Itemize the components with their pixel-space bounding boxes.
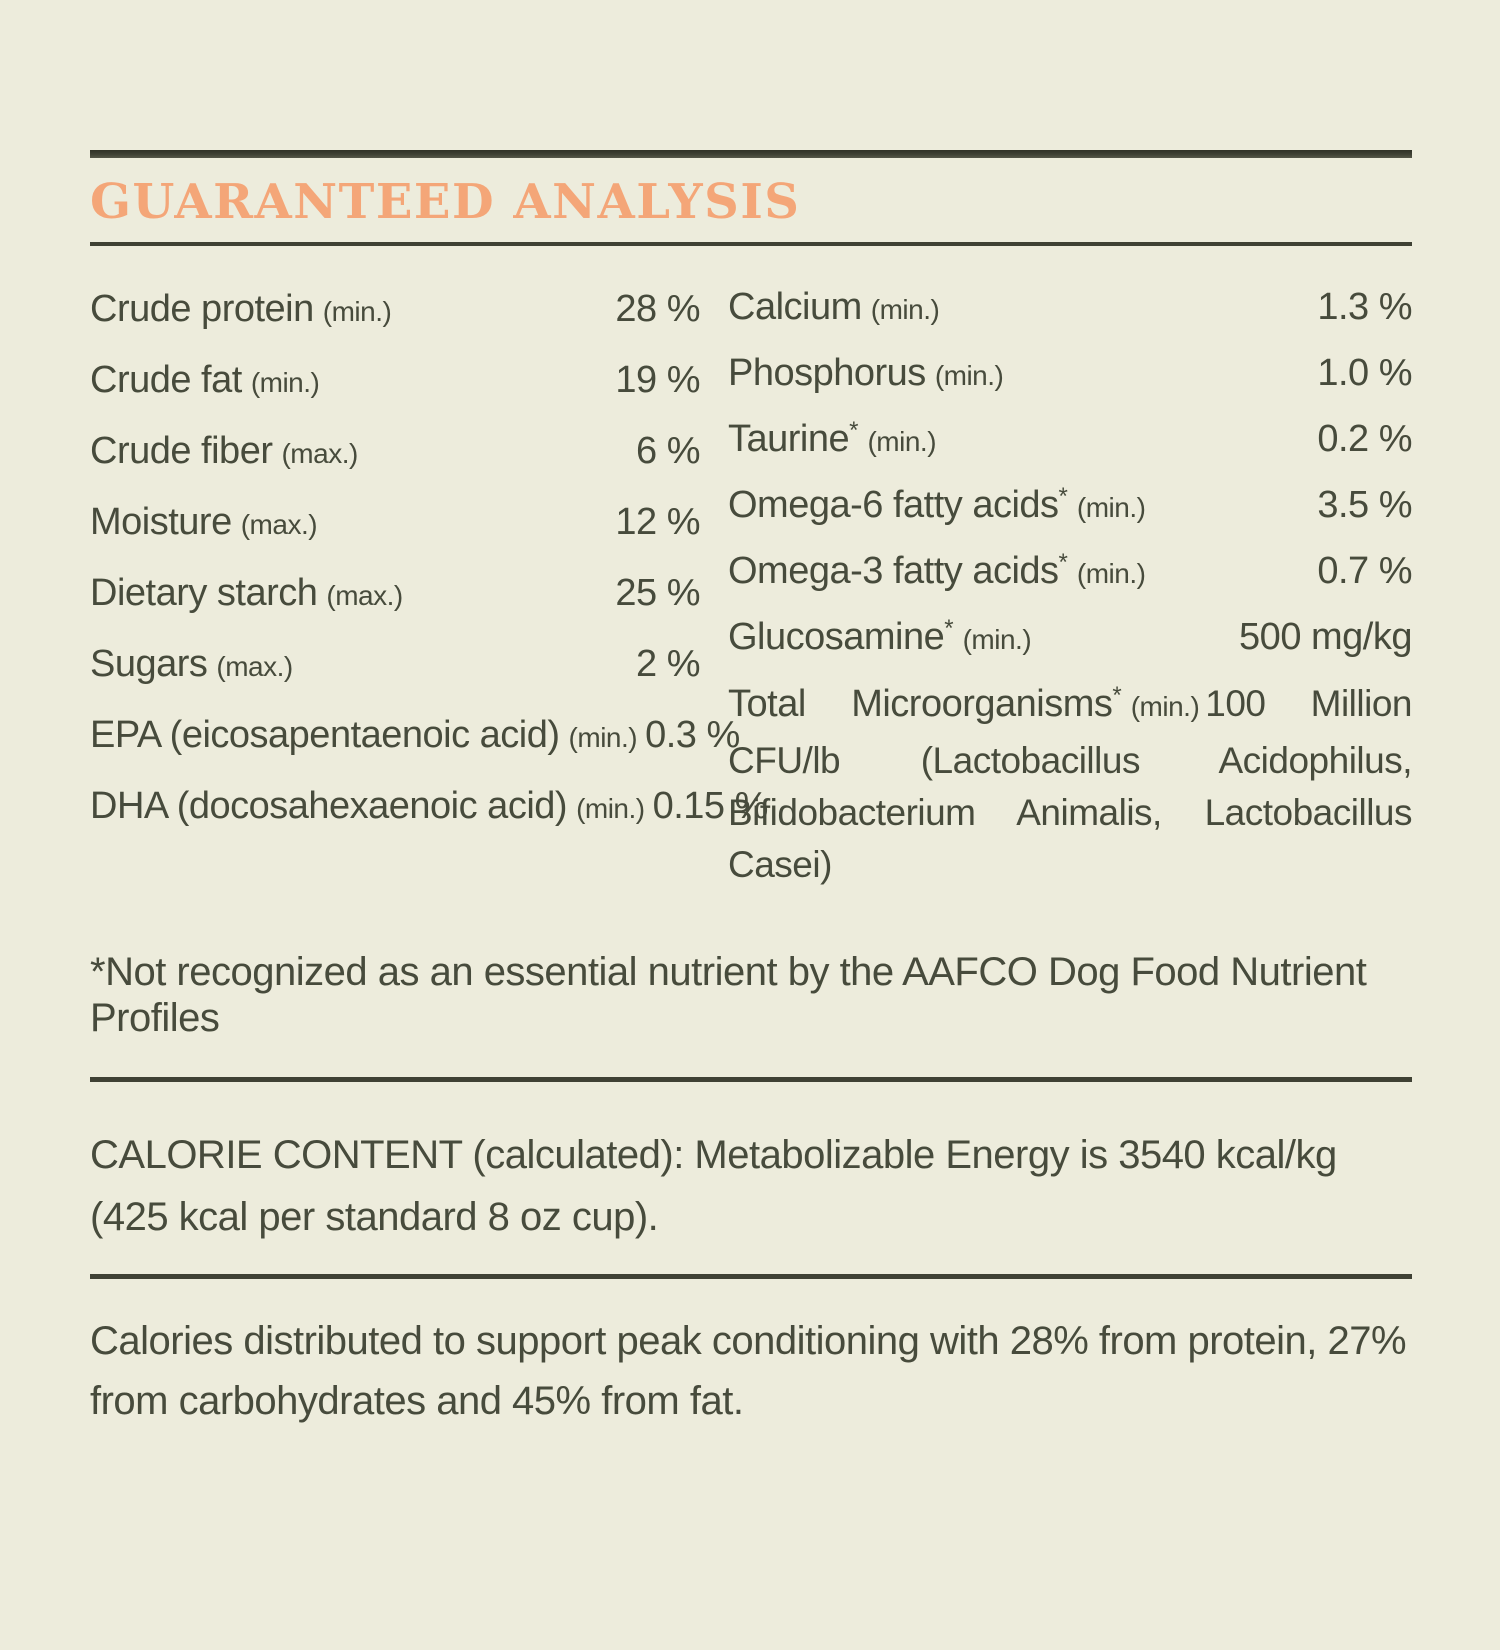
analysis-table: Crude protein (min.) 28 % Crude fat (min… — [90, 274, 1413, 891]
microorganism-species-list: (Lactobacillus Acidophilus, Bifidobacter… — [728, 740, 1413, 885]
nutrient-qualifier: (min.) — [1130, 691, 1200, 722]
nutrient-row-omega-6: Omega-6 fatty acids * (min.) 3.5 % — [728, 472, 1412, 538]
aafco-footnote: *Not recognized as an essential nutrient… — [90, 950, 1367, 1040]
nutrient-value: 0.7 % — [1317, 550, 1412, 592]
top-divider — [90, 150, 1412, 158]
nutrient-row-crude-fiber: Crude fiber (max.) 6 % — [90, 416, 700, 487]
asterisk-superscript: * — [849, 417, 859, 444]
nutrient-row-crude-fat: Crude fat (min.) 19 % — [90, 345, 700, 416]
nutrient-qualifier: (min.) — [568, 722, 638, 753]
nutrient-qualifier: (max.) — [216, 651, 293, 682]
nutrient-name: Sugars — [90, 643, 208, 685]
nutrient-value: 1.0 % — [1317, 352, 1412, 394]
nutrient-name: Crude protein — [90, 288, 314, 330]
nutrient-name: Taurine — [728, 418, 850, 460]
nutrient-name: Phosphorus — [728, 352, 926, 394]
nutrient-qualifier: (min.) — [1076, 558, 1146, 589]
nutrient-qualifier: (min.) — [934, 360, 1004, 391]
nutrient-row-omega-3: Omega-3 fatty acids * (min.) 0.7 % — [728, 538, 1412, 604]
nutrient-value: 0.3 % — [645, 714, 740, 756]
nutrient-value: 100 Million CFU/lb — [728, 683, 1413, 781]
nutrient-row-sugars: Sugars (max.) 2 % — [90, 629, 700, 700]
nutrient-qualifier: (min.) — [962, 624, 1032, 655]
nutrient-value: 6 % — [636, 430, 700, 472]
title-divider — [90, 242, 1412, 246]
calorie-divider — [90, 1274, 1412, 1279]
nutrient-name: Dietary starch — [90, 572, 318, 614]
analysis-left-column: Crude protein (min.) 28 % Crude fat (min… — [90, 274, 768, 891]
asterisk-superscript: * — [1058, 549, 1068, 576]
nutrient-row-dha: DHA (docosahexaenoic acid) (min.) 0.15 % — [90, 771, 768, 842]
nutrient-row-dietary-starch: Dietary starch (max.) 25 % — [90, 558, 700, 629]
nutrient-name: Crude fiber — [90, 430, 273, 472]
nutrient-qualifier: (min.) — [322, 296, 392, 327]
nutrient-row-glucosamine: Glucosamine * (min.) 500 mg/kg — [728, 604, 1412, 670]
nutrient-name: Omega-3 fatty acids — [728, 550, 1059, 592]
nutrient-qualifier: (min.) — [870, 294, 940, 325]
nutrient-value: 0.2 % — [1317, 418, 1412, 460]
asterisk-superscript: * — [1058, 483, 1068, 510]
calorie-distribution-text: Calories distributed to support peak con… — [90, 1319, 1407, 1423]
nutrient-name: Glucosamine — [728, 616, 945, 658]
nutrient-row-calcium: Calcium (min.) 1.3 % — [728, 274, 1412, 340]
nutrient-row-epa: EPA (eicosapentaenoic acid) (min.) 0.3 % — [90, 700, 740, 771]
nutrient-qualifier: (min.) — [1076, 492, 1146, 523]
analysis-right-column: Calcium (min.) 1.3 % Phosphorus (min.) 1… — [728, 274, 1413, 891]
asterisk-superscript: * — [1112, 682, 1122, 709]
nutrient-name: Moisture — [90, 501, 232, 543]
nutrient-name: Total Microorganisms — [728, 683, 1113, 725]
nutrient-name: Crude fat — [90, 359, 242, 401]
asterisk-superscript: * — [944, 615, 954, 642]
nutrient-row-total-microorganisms: Total Microorganisms* (min.) 100 Million C… — [728, 678, 1413, 891]
nutrient-row-moisture: Moisture (max.) 12 % — [90, 487, 700, 558]
nutrient-value: 19 % — [615, 359, 700, 401]
nutrient-value: 2 % — [636, 643, 700, 685]
nutrient-qualifier: (max.) — [240, 509, 318, 540]
nutrient-name: DHA (docosahexaenoic acid) — [90, 785, 568, 827]
nutrient-row-crude-protein: Crude protein (min.) 28 % — [90, 274, 700, 345]
nutrient-qualifier: (max.) — [281, 438, 358, 469]
nutrient-value: 28 % — [615, 288, 700, 330]
nutrient-row-phosphorus: Phosphorus (min.) 1.0 % — [728, 340, 1412, 406]
nutrient-qualifier: (min.) — [576, 793, 645, 824]
nutrient-value: 0.15 % — [652, 785, 769, 827]
nutrient-qualifier: (min.) — [867, 426, 937, 457]
footnote-divider — [90, 1077, 1412, 1082]
calorie-content-text: CALORIE CONTENT (calculated): Metaboliza… — [90, 1133, 1337, 1239]
section-title: GUARANTEED ANALYSIS — [90, 174, 801, 230]
nutrient-row-taurine: Taurine * (min.) 0.2 % — [728, 406, 1412, 472]
nutrient-name: EPA (eicosapentaenoic acid) — [90, 714, 560, 756]
nutrient-name: Omega-6 fatty acids — [728, 484, 1059, 526]
nutrient-name: Calcium — [728, 286, 862, 328]
guaranteed-analysis-label: GUARANTEED ANALYSIS Crude protein (min.)… — [0, 150, 1500, 1431]
nutrient-value: 3.5 % — [1317, 484, 1412, 526]
nutrient-value: 1.3 % — [1317, 286, 1412, 328]
nutrient-qualifier: (min.) — [250, 367, 320, 398]
nutrient-qualifier: (max.) — [326, 580, 403, 611]
nutrient-value: 25 % — [615, 572, 700, 614]
nutrient-value: 500 mg/kg — [1239, 616, 1412, 658]
nutrient-value: 12 % — [615, 501, 700, 543]
